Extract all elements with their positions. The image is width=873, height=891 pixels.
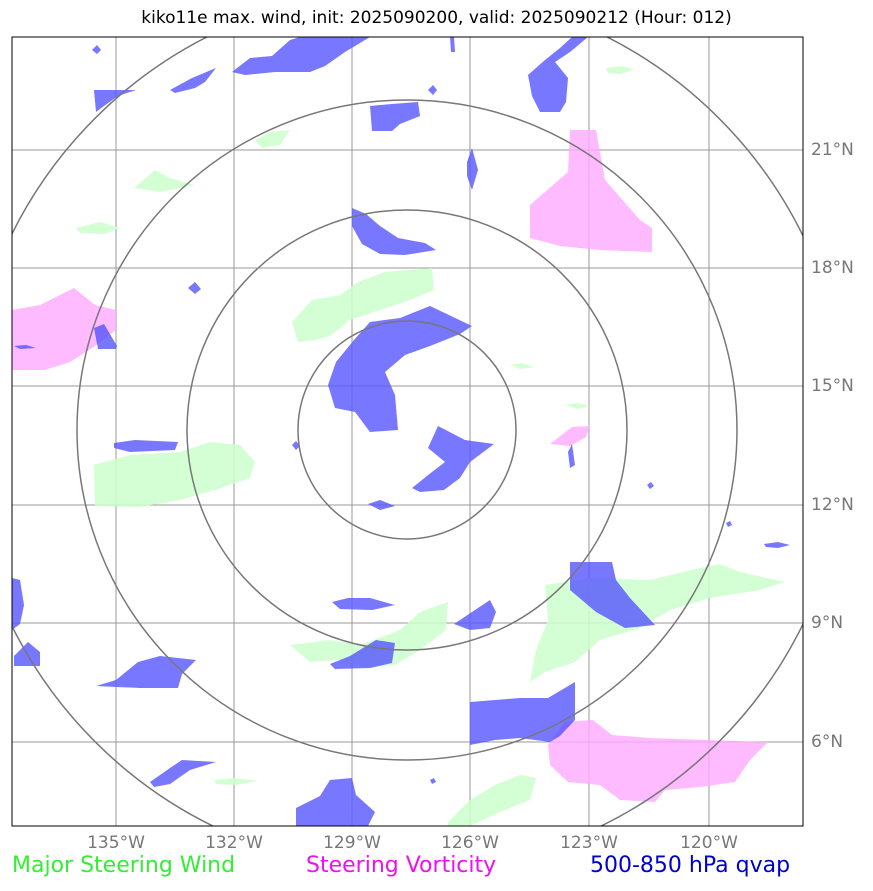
qvap-areas [12,37,790,826]
qvap-area [170,68,216,93]
graticule [12,37,803,826]
qvap-area [764,542,790,548]
wind-area [606,66,634,74]
lon-label-129w: 129°W [323,833,381,853]
qvap-area [12,578,24,630]
lat-label-12n: 12°N [811,495,854,515]
qvap-area [292,441,300,450]
qvap-area [428,85,437,95]
range-rings [12,37,803,826]
legend-steering-wind: Major Steering Wind [12,853,236,878]
wind-area [510,363,534,369]
qvap-area [330,640,395,669]
qvap-area [467,148,478,190]
wind-area [290,602,448,668]
map-frame [11,36,804,827]
qvap-area [14,345,36,349]
qvap-area [430,778,436,784]
wind-area [565,403,590,409]
range-ring-1 [297,320,517,540]
qvap-area [368,500,395,510]
lat-label-21n: 21°N [811,140,854,160]
wind-area [94,442,255,507]
vorticity-area [530,130,652,252]
vorticity-area [548,720,768,802]
range-ring-2 [186,209,628,651]
wind-area [292,268,434,342]
range-ring-4 [12,37,803,826]
lon-label-123w: 123°W [560,833,618,853]
qvap-area [454,600,496,630]
lat-label-6n: 6°N [811,732,844,752]
qvap-area [92,45,101,54]
qvap-area [328,306,472,432]
lon-label-120w: 120°W [680,833,738,853]
wind-area [76,222,120,234]
wind-area [255,130,290,148]
qvap-area [94,324,117,349]
map-title: kiko11e max. wind, init: 2025090200, val… [141,8,732,28]
lat-label-15n: 15°N [811,376,854,396]
lon-label-126w: 126°W [441,833,499,853]
qvap-area [232,37,370,75]
wind-area [448,775,536,826]
qvap-area [450,37,455,52]
range-ring-3 [76,99,738,761]
lon-label-135w: 135°W [87,833,145,853]
qvap-area [470,682,575,745]
vorticity-area [12,288,116,370]
steering-vorticity-areas [12,130,768,802]
qvap-area [296,778,375,826]
lat-label-9n: 9°N [811,613,844,633]
qvap-area [114,440,178,452]
vorticity-area [550,426,590,446]
wind-area [134,170,195,192]
qvap-area [94,90,136,112]
legend-qvap: 500-850 hPa qvap [590,853,791,878]
wind-area [214,778,258,785]
qvap-area [568,444,575,468]
qvap-area [150,760,216,787]
qvap-area [96,656,196,688]
qvap-area [647,482,654,489]
qvap-area [528,37,588,112]
qvap-area [412,426,494,492]
qvap-area [726,521,732,527]
legend-steering-vorticity: Steering Vorticity [306,853,497,878]
lon-label-132w: 132°W [205,833,263,853]
qvap-area [370,102,420,131]
lat-label-18n: 18°N [811,258,854,278]
qvap-area [332,598,395,610]
qvap-area [188,282,201,294]
qvap-area [570,562,655,628]
qvap-area [352,208,436,255]
